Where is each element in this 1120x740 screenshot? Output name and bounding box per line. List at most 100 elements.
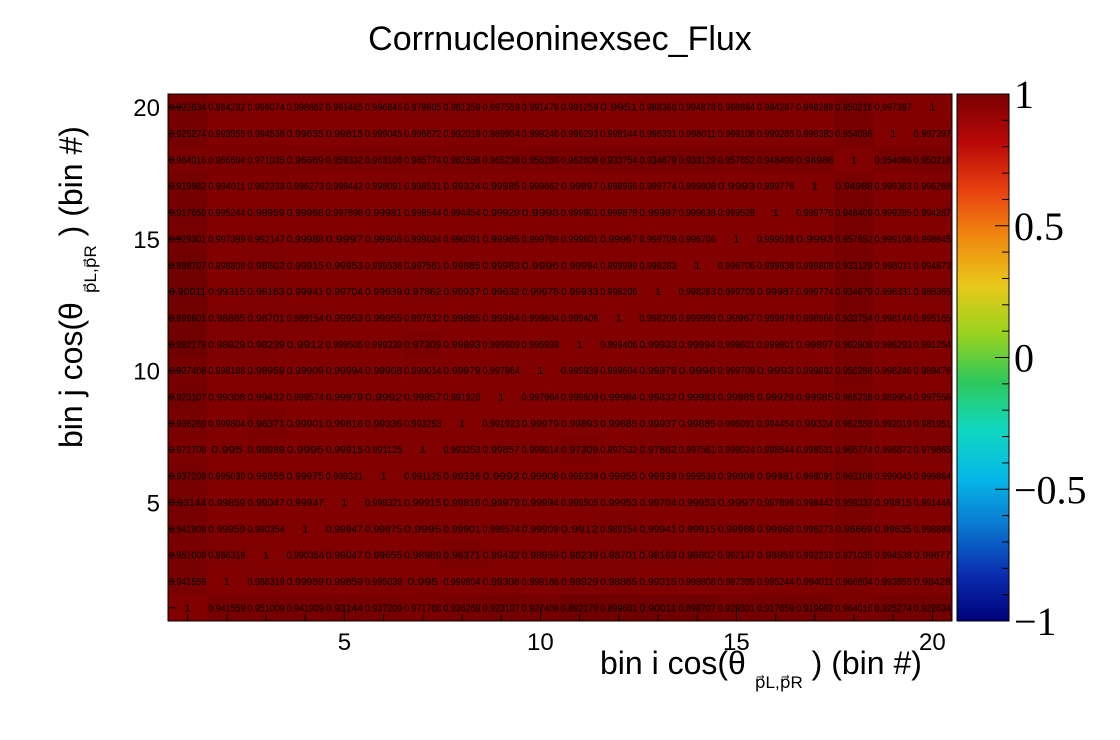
cell-value-label: 0.991259	[561, 103, 599, 114]
cell-value-label: 0.9951	[600, 103, 638, 114]
cell-value-label: 0.99816	[443, 498, 481, 509]
cell-value-label: 0.97862	[404, 287, 442, 298]
cell-value-label: 0.99859	[326, 577, 364, 588]
cell-value-label: 0.9912	[287, 340, 325, 351]
cell-value-label: 0.989954	[483, 129, 521, 140]
cell-value-label: 0.933129	[679, 155, 717, 166]
cell-value-label: 0.937209	[169, 472, 207, 483]
cell-value-label: 0.995039	[365, 577, 403, 588]
cell-value-label: 0.98428	[914, 577, 952, 588]
cell-value-label: 0.999774	[796, 287, 834, 298]
cell-value-label: 0.998206	[639, 313, 677, 324]
cell-value-label: 0.99336	[443, 472, 481, 483]
cell-value-label: 0.97309	[561, 445, 599, 456]
cell-value-label: 0.989954	[875, 393, 913, 404]
cell-value-label: 0.999709	[718, 287, 756, 298]
cell-value-label: 0.9996	[679, 366, 717, 377]
cell-value-label: 0.971035	[835, 551, 873, 562]
y-tick-label: 10	[133, 359, 160, 386]
cell-value-label: 0.999776	[796, 208, 834, 219]
cell-value-label: 0.995939	[522, 340, 560, 351]
cell-value-label: 0.993253	[404, 419, 442, 430]
cell-value-label: 0.99968	[287, 208, 325, 219]
cell-value-label: 0.995	[407, 577, 439, 588]
cell-value-label: 0.998246	[522, 129, 560, 140]
cell-value-label: 0.999638	[757, 261, 795, 272]
cell-value-label: 0.999383	[796, 129, 834, 140]
cell-value-label: 0.98929	[208, 340, 246, 351]
cell-value-label: 0.998544	[757, 445, 795, 456]
cell-value-label: 0.98959	[247, 366, 285, 377]
cell-value-label: 0.986319	[247, 577, 285, 588]
cell-value-label: 0.99857	[483, 445, 521, 456]
cell-value-label: 0.9995	[404, 524, 442, 535]
cell-value-label: 0.999574	[287, 393, 325, 404]
cell-value-label: 0.948409	[835, 208, 873, 219]
cell-value-label: 0.99985	[796, 393, 834, 404]
cell-value-label: 0.999609	[483, 340, 521, 351]
cell-value-label: 0.999505	[326, 340, 364, 351]
cell-value-label: 0.993855	[875, 577, 913, 588]
cell-value-label: 0.997397	[875, 103, 913, 114]
cell-value-label: 0.99704	[639, 498, 677, 509]
cell-value-label: 0.98959	[247, 208, 285, 219]
cell-value-label: 0.97309	[404, 340, 442, 351]
cell-value-label: 0.917659	[169, 208, 207, 219]
cell-value-label: 0.999864	[914, 472, 952, 483]
cell-value-label: 0.98602	[679, 551, 717, 562]
y-axis-label-subscript: p⃗L,p⃗R	[81, 245, 100, 293]
cell-value-label: 0.999285	[757, 129, 795, 140]
cell-value-label: 0.98929	[561, 577, 599, 588]
cell-value-label: 0.996706	[679, 234, 717, 245]
cell-value-label: 0.98989	[404, 551, 442, 562]
cell-value-label: 0.9997	[326, 234, 364, 245]
cell-value-label: 0.99315	[208, 287, 246, 298]
cell-value-label: 0.997532	[600, 445, 638, 456]
cell-value-label: 0.99985	[718, 393, 756, 404]
cell-value-label: 0.999406	[600, 340, 638, 351]
cell-value-label: 0.965238	[483, 155, 521, 166]
cell-value-label: 0.99981	[365, 208, 403, 219]
cell-value-label: 0.941909	[287, 603, 325, 614]
cell-value-label: 0.999505	[561, 498, 599, 509]
cell-value-label: 0.966604	[835, 577, 873, 588]
color-scale-tick-label: 1	[1014, 72, 1034, 117]
cell-value-label: 0.999014	[404, 366, 442, 377]
cell-value-label: 0.941559	[169, 577, 207, 588]
cell-value-label: 0.994454	[757, 419, 795, 430]
cell-value-label: 0.99906	[365, 234, 403, 245]
cell-value-label: 0.99994	[561, 261, 599, 272]
cell-value-label: 0.989154	[600, 524, 638, 535]
cell-value-label: 0.99984	[483, 313, 521, 324]
cell-value-label: 0.996074	[247, 103, 285, 114]
cell-value-label: 0.991476	[522, 103, 560, 114]
cell-value-label: 0.99315	[639, 577, 677, 588]
cell-value-label: 1	[420, 445, 427, 456]
cell-value-label: 0.999528	[718, 208, 756, 219]
cell-value-label: 0.992147	[718, 551, 756, 562]
cell-value-label: 0.99893	[443, 340, 481, 351]
cell-value-label: 0.994011	[796, 577, 834, 588]
cell-value-label: 0.997532	[404, 313, 442, 324]
cell-value-label: 0.99816	[326, 419, 364, 430]
cell-value-label: 0.922634	[169, 103, 207, 114]
x-axis-label-main: bin i cos(θ	[600, 645, 746, 681]
cell-value-label: 0.99915	[326, 445, 364, 456]
cell-value-label: 0.99901	[287, 419, 325, 430]
cell-value-label: 0.996273	[796, 524, 834, 535]
cell-value-label: 0.99933	[639, 340, 677, 351]
cell-value-label: 0.999108	[875, 234, 913, 245]
cell-value-label: 0.999804	[208, 419, 246, 430]
cell-value-label: 0.898707	[169, 261, 207, 272]
cell-value-label: 0.99909	[522, 524, 560, 535]
cell-value-label: 0.951009	[247, 603, 285, 614]
cell-value-label: 0.998246	[875, 366, 913, 377]
cell-value-label: 1	[929, 103, 936, 114]
cell-value-label: 0.997561	[404, 261, 442, 272]
cell-value-label: 0.925274	[875, 603, 913, 614]
cell-value-label: 0.994287	[914, 208, 952, 219]
cell-value-label: 0.964016	[835, 603, 873, 614]
cell-value-label: 0.99655	[247, 472, 285, 483]
cell-value-label: 0.964016	[169, 155, 207, 166]
cell-value-label: 0.999804	[443, 577, 481, 588]
